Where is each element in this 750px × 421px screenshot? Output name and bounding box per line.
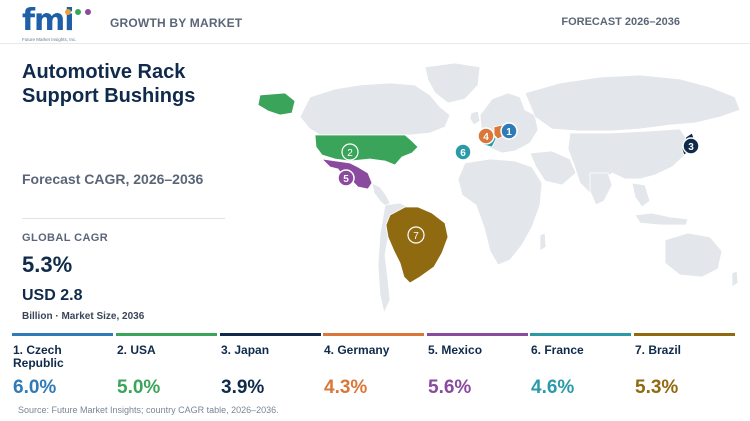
- uk-shape: [469, 110, 481, 126]
- marker-brazil[interactable]: 7: [407, 226, 425, 244]
- alaska-shape: [257, 92, 296, 116]
- card-france[interactable]: 6. France 4.6%: [530, 333, 631, 398]
- brazil-shape: [385, 206, 449, 284]
- market-size-note: Billion · Market Size, 2036: [22, 311, 145, 322]
- marker-label-france: 6: [460, 148, 466, 159]
- card-cagr: 4.3%: [324, 377, 368, 398]
- marker-usa[interactable]: 2: [341, 143, 359, 161]
- marker-label-usa: 2: [347, 148, 353, 159]
- greenland-shape: [424, 62, 481, 104]
- africa-shape: [457, 158, 543, 266]
- marker-mexico[interactable]: 5: [337, 169, 355, 187]
- card-usa[interactable]: 2. USA 5.0%: [116, 333, 217, 398]
- card-cagr: 4.6%: [531, 377, 575, 398]
- card-cagr: 5.6%: [428, 377, 472, 398]
- logo-dots-icon: [65, 9, 91, 15]
- divider: [22, 218, 225, 219]
- header: fmi Future Market Insights, Inc. GROWTH …: [0, 0, 750, 44]
- card-cagr: 5.3%: [635, 377, 679, 398]
- asia-shape: [567, 128, 689, 194]
- marker-france[interactable]: 6: [454, 143, 472, 161]
- logo-subtext: Future Market Insights, Inc.: [22, 37, 77, 42]
- marker-czech[interactable]: 1: [500, 122, 518, 140]
- new-zealand-shape: [731, 270, 739, 288]
- global-cagr-value: 5.3%: [22, 252, 73, 277]
- russia-shape: [524, 74, 741, 132]
- market-size-value: USD 2.8: [22, 287, 83, 304]
- usa-shape: [314, 134, 419, 166]
- central-america-shape: [371, 182, 391, 208]
- header-right-label: FORECAST 2026–2036: [561, 16, 680, 28]
- fmi-logo[interactable]: fmi Future Market Insights, Inc.: [22, 6, 94, 44]
- card-mexico[interactable]: 5. Mexico 5.6%: [427, 333, 528, 398]
- card-germany[interactable]: 4. Germany 4.3%: [323, 333, 424, 398]
- source-note: Source: Future Market Insights; country …: [18, 405, 279, 415]
- canada-shape: [299, 82, 451, 136]
- card-brazil[interactable]: 7. Brazil 5.3%: [634, 333, 735, 398]
- page-title: Automotive Rack Support Bushings: [22, 61, 196, 107]
- marker-germany[interactable]: 4: [477, 127, 495, 145]
- card-name: 1. Czech Republic: [13, 343, 64, 370]
- card-name: 6. France: [531, 343, 584, 357]
- marker-label-czech: 1: [506, 127, 512, 138]
- card-japan[interactable]: 3. Japan 3.9%: [220, 333, 321, 398]
- madagascar-shape: [539, 232, 547, 252]
- australia-shape: [664, 232, 723, 278]
- card-cagr: 5.0%: [117, 377, 161, 398]
- card-name: 4. Germany: [324, 343, 390, 357]
- marker-japan[interactable]: 3: [682, 137, 700, 155]
- marker-label-mexico: 5: [343, 174, 349, 185]
- indonesia-shape: [634, 212, 689, 226]
- marker-label-japan: 3: [688, 142, 694, 153]
- world-map: 1 2 3 4 5 6 7: [257, 62, 741, 315]
- marker-label-germany: 4: [483, 132, 489, 143]
- page-subtitle: Forecast CAGR, 2026–2036: [22, 171, 204, 187]
- card-name: 3. Japan: [221, 343, 270, 357]
- southeast-asia-shape: [631, 182, 651, 208]
- card-name: 7. Brazil: [635, 343, 682, 357]
- middle-east-shape: [529, 150, 577, 186]
- card-name: 5. Mexico: [428, 343, 483, 357]
- marker-label-brazil: 7: [413, 231, 419, 242]
- card-cagr: 6.0%: [13, 377, 57, 398]
- card-cagr: 3.9%: [221, 377, 265, 398]
- country-cards: 1. Czech Republic 6.0% 2. USA 5.0% 3. Ja…: [12, 333, 738, 398]
- card-name: 2. USA: [117, 343, 156, 357]
- global-cagr-label: GLOBAL CAGR: [22, 232, 109, 244]
- india-shape: [589, 172, 613, 206]
- card-czech-republic[interactable]: 1. Czech Republic 6.0%: [12, 333, 113, 398]
- header-left-label: GROWTH BY MARKET: [110, 16, 243, 30]
